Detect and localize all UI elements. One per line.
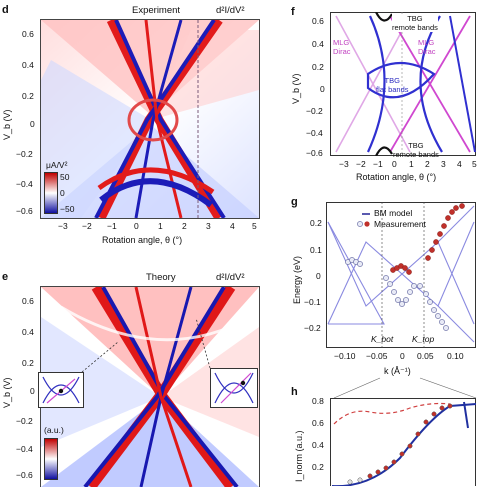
panel-g-xlabel: k (Å⁻¹) [384, 366, 411, 376]
panel-d-ytick: −0.6 [16, 206, 33, 216]
panel-f-xtick: 2 [425, 159, 430, 169]
panel-f-ytick: 0.2 [312, 62, 324, 72]
panel-d-xtick: 5 [252, 221, 257, 231]
panel-e-inset-right [210, 368, 258, 408]
panel-e-ytick: 0 [30, 386, 35, 396]
panel-d-xtick: −3 [58, 221, 68, 231]
panel-f-label-remote-top: TBG remote bands [392, 14, 438, 32]
panel-g-ytick: −0.2 [304, 323, 321, 333]
panel-d-xtick: 3 [206, 221, 211, 231]
panel-f-label-mlg-left: MLG Dirac [333, 38, 351, 56]
panel-g-xtick: −0.10 [334, 351, 356, 361]
panel-g-xtick: 0 [400, 351, 405, 361]
panel-d-ytick: 0.2 [22, 91, 34, 101]
panel-f-plot [330, 12, 476, 156]
panel-g-xtick: 0.05 [417, 351, 434, 361]
panel-g-ytick: 0.1 [310, 245, 322, 255]
panel-g-k-top: K_top [412, 334, 435, 344]
panel-d-xtick: 2 [182, 221, 187, 231]
panel-f-xtick: 0 [392, 159, 397, 169]
panel-e-ytick: 0.2 [22, 358, 34, 368]
panel-e-inset-left [38, 372, 84, 408]
panel-f-label-mlg-right: MLG Dirac [418, 38, 436, 56]
panel-d-quantity: d²I/dV² [216, 5, 245, 16]
panel-d-colorbar-max: 50 [60, 172, 70, 182]
panel-g-k-bot: K_bot [371, 334, 394, 344]
panel-e-quantity: d²I/dV² [216, 272, 245, 283]
panel-d-xtick: 4 [230, 221, 235, 231]
panel-d-colorbar-mid: 0 [60, 188, 65, 198]
panel-g-ytick: 0 [316, 271, 321, 281]
panel-d-xtick: 0 [134, 221, 139, 231]
panel-e-ytick: 0.6 [22, 296, 34, 306]
panel-f-ytick: 0.4 [312, 39, 324, 49]
panel-g-ytick: −0.1 [304, 297, 321, 307]
panel-h-ytick: 0.4 [312, 440, 324, 450]
panel-h-ytick: 0.6 [312, 418, 324, 428]
panel-d-xtick: −1 [107, 221, 117, 231]
panel-f-xlabel: Rotation angle, θ (°) [356, 172, 437, 182]
panel-h-ylabel: I_norm (a.u.) [294, 430, 304, 482]
panel-d-title: Experiment [132, 5, 181, 16]
panel-g-ytick: 0.2 [310, 218, 322, 228]
panel-g-legend-model: BM model [374, 208, 413, 218]
panel-d-xtick: 1 [158, 221, 163, 231]
panel-f-ytick: −0.4 [306, 128, 323, 138]
panel-f-xtick: 1 [409, 159, 414, 169]
panel-d-colorbar-unit: μA/V² [46, 160, 68, 170]
panel-d-ytick: 0 [30, 119, 35, 129]
panel-e-letter: e [2, 271, 9, 283]
panel-h-plot [330, 398, 476, 486]
panel-f-letter: f [291, 6, 295, 18]
panel-f-label-flat: TBG flat bands [376, 76, 409, 94]
panel-d-ytick: −0.2 [16, 149, 33, 159]
panel-f-xtick: −2 [356, 159, 366, 169]
panel-e-ytick: −0.4 [16, 444, 33, 454]
panel-g-plot [326, 202, 476, 348]
panel-g-xtick: −0.05 [366, 351, 388, 361]
panel-d-xlabel: Rotation angle, θ (°) [102, 235, 183, 245]
panel-e-colorbar-unit: (a.u.) [44, 425, 64, 435]
panel-d-colorbar-min: −50 [60, 204, 75, 214]
panel-f-ytick: 0.6 [312, 16, 324, 26]
panel-g-legend-measurement: Measurement [374, 219, 426, 229]
panel-f-ytick: −0.6 [306, 148, 323, 158]
panel-e-ytick: −0.2 [16, 416, 33, 426]
panel-d-ytick: 0.6 [22, 29, 34, 39]
panel-h-ytick: 0.8 [312, 396, 324, 406]
panel-d-colorbar [44, 172, 58, 214]
panel-e-ytick: 0.4 [22, 327, 34, 337]
panel-d-ytick: 0.4 [22, 60, 34, 70]
panel-d-ytick: −0.4 [16, 179, 33, 189]
panel-f-xtick: 3 [441, 159, 446, 169]
panel-f-ytick: 0 [320, 84, 325, 94]
panel-f-ytick: −0.2 [306, 106, 323, 116]
panel-h-letter: h [291, 386, 298, 398]
panel-d-xtick: −2 [82, 221, 92, 231]
panel-e-ytick: −0.6 [16, 470, 33, 480]
panel-f-label-remote-bottom: TBG remote bands [393, 141, 439, 159]
panel-g-xtick: 0.10 [447, 351, 464, 361]
panel-e-title: Theory [146, 272, 176, 283]
panel-d-heatmap [40, 19, 260, 219]
panel-g-letter: g [291, 196, 298, 208]
panel-e-colorbar [44, 438, 58, 480]
panel-f-xtick: 4 [457, 159, 462, 169]
panel-h-ytick: 0.2 [312, 462, 324, 472]
panel-f-xtick: −1 [373, 159, 383, 169]
panel-f-xtick: −3 [339, 159, 349, 169]
panel-f-xtick: 5 [472, 159, 477, 169]
panel-d-letter: d [2, 4, 9, 16]
